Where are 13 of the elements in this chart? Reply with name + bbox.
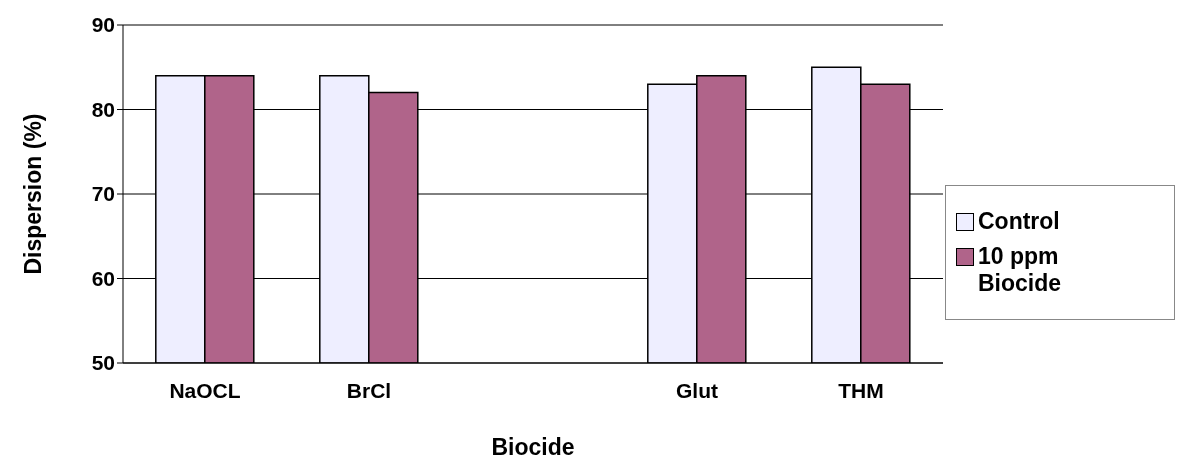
y-tick-label: 50 (91, 351, 115, 375)
y-tick-label: 80 (91, 97, 115, 121)
y-tick-label: 70 (91, 182, 115, 206)
legend-label: Control (978, 208, 1061, 235)
y-tick-label: 60 (91, 266, 115, 290)
x-tick-label: NaOCL (169, 378, 241, 402)
x-axis-title: Biocide (491, 434, 575, 460)
y-axis-title: Dispersion (%) (20, 113, 47, 275)
legend-label: 10 ppm Biocide (978, 243, 1063, 297)
x-tick-label: THM (838, 378, 884, 402)
x-tick-label: BrCl (346, 378, 392, 402)
x-tick-label: Glut (676, 378, 718, 402)
y-tick-label: 90 (91, 13, 115, 37)
